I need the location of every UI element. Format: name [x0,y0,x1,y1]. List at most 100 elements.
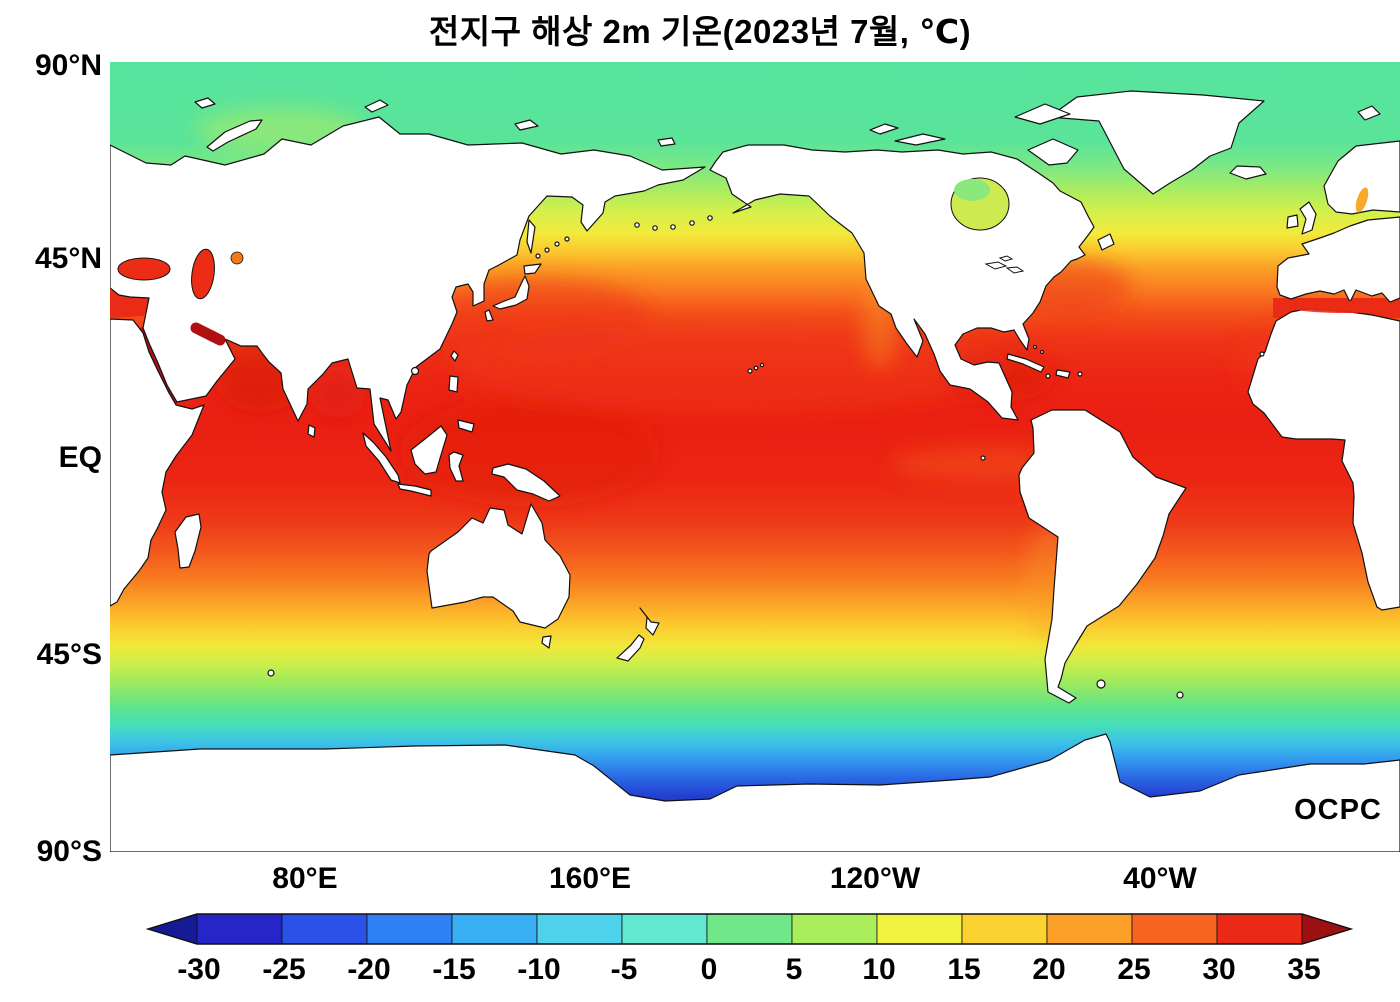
land-severnaya-zemlya [364,99,389,113]
land-hokkaido [523,263,542,275]
baltic-sea [1355,187,1369,213]
land-kyushu [484,309,494,322]
persian-gulf [190,322,226,346]
land-borneo [410,425,448,475]
land-wrangel [657,137,676,147]
hudson-bay-north [954,179,990,201]
great-lake-huron [1005,266,1025,274]
land-newfoundland [1097,233,1115,251]
land-falklands [1096,679,1106,689]
colorbar-tick-label: -15 [432,953,476,986]
land-jamaica [1045,373,1051,379]
land-victoria-island [894,133,946,146]
land-antarctica [110,733,1400,852]
land-sri-lanka [307,424,316,438]
land-sumatra [362,432,401,484]
colorbar-tick-label: -20 [347,953,391,986]
y-tick-eq: EQ [58,441,102,474]
land-luzon [448,375,459,393]
land-taiwan [450,350,459,362]
colorbar-tick-label: 5 [785,953,803,986]
black-sea [117,257,171,281]
y-tick-90n: 90°N [34,49,102,82]
marginal-seas-layer [117,177,1400,346]
islands-indian-southern [174,424,1184,699]
colorbar-tick-label: 25 [1117,953,1151,986]
aral-sea [230,251,244,265]
ocpc-logo: OCPC [1294,794,1382,826]
land-hawaii [747,368,753,374]
mediterranean-strip [1290,301,1400,313]
land-south-america [1018,409,1187,704]
islands-maritime-continent [362,375,561,502]
colorbar-outline [145,913,1354,945]
colorbar-left-arrow [146,913,198,945]
x-tick-160e: 160°E [548,862,632,895]
colorbar-tick-label: 0 [700,953,718,986]
land-svalbard [1357,105,1381,121]
land-hispaniola [1055,369,1071,379]
land-great-britain [1299,201,1317,235]
land-south-georgia [1176,691,1184,699]
land-banks-island [869,123,899,135]
land-eurasia [110,116,706,452]
land-galapagos [980,455,986,461]
x-tick-40w: 40°W [1123,862,1197,895]
chart-title: 전지구 해상 2m 기온(2023년 7월, ℃) [428,13,972,50]
colorbar-tick-label: -5 [610,953,638,986]
colorbar [145,913,1354,945]
land-canary [1259,351,1265,357]
colorbar-tick-label: -25 [262,953,306,986]
land-novaya-zemlya [206,119,263,152]
colorbar-right-arrow [1301,913,1353,945]
great-lake-winnipeg [998,255,1014,262]
land-new-guinea [491,463,561,502]
world-temperature-map: OCPC [110,62,1400,852]
land-greenland [1048,90,1265,195]
land-java [397,483,432,497]
land-cuba [1006,353,1045,373]
land-franz-josef [194,97,216,109]
y-tick-45s: 45°S [36,638,102,671]
red-sea [138,327,178,405]
land-africa-west [1247,308,1400,611]
land-ireland [1286,214,1299,229]
land-hainan [410,366,420,376]
colorbar-segments [196,913,1303,945]
land-mindanao [457,419,475,433]
land-scandinavia [1323,140,1400,215]
land-ellesmere [1014,103,1071,125]
islands-pacific [541,215,986,662]
colorbar-tick-label: 30 [1202,953,1236,986]
colorbar-tick-label: 15 [947,953,981,986]
land-puerto-rico [1077,371,1083,377]
x-tick-120w: 120°W [829,862,921,895]
y-tick-45n: 45°N [34,242,102,275]
land-madagascar [174,513,202,569]
y-tick-90s: 90°S [36,835,102,868]
islands-atlantic [1006,165,1317,379]
land-new-zealand-north [639,607,660,636]
colorbar-tick-label: 10 [862,953,896,986]
land-tasmania [541,635,552,649]
great-lake-superior [984,261,1008,270]
colorbar-tick-label: 35 [1287,953,1321,986]
land-sulawesi [448,451,464,482]
land-honshu [492,275,530,310]
land-iceland [1229,165,1267,180]
land-new-zealand-south [616,634,645,662]
land-africa-east [110,318,205,607]
colorbar-tick-label: -10 [517,953,561,986]
land-europe [1276,216,1400,303]
land-aleutians [634,222,640,228]
colorbar-tick-label: -30 [177,953,221,986]
land-australia [426,503,571,629]
colorbar-tick-label: 20 [1032,953,1066,986]
land-sakhalin [526,219,536,254]
land-kerguelen [267,669,275,677]
caspian-sea [191,248,215,300]
islands-arctic [194,97,1381,166]
islands-east-asia [410,219,570,376]
land-baffin [1027,138,1079,166]
